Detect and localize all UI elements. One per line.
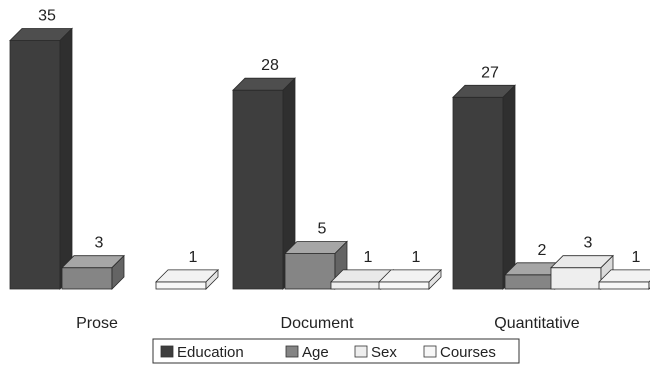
bar-education-quantitative: [452, 84, 516, 290]
legend-frame: [152, 338, 520, 364]
legend-label-sex: Sex: [371, 344, 397, 361]
category-label-prose: Prose: [76, 315, 118, 332]
value-label-courses-prose: 1: [189, 249, 198, 266]
legend-swatch-education: [160, 345, 174, 358]
legend-swatch-sex: [354, 345, 368, 358]
value-label-education-document: 28: [261, 57, 279, 74]
value-labels-layer: 35 3 1 28 5 1 1 27 2 3 1: [38, 8, 640, 266]
legend-swatch-courses: [423, 345, 437, 358]
value-label-age-document: 5: [318, 221, 327, 238]
bar-courses-prose: [155, 268, 219, 290]
bar-age-prose: [61, 254, 125, 290]
value-label-courses-document: 1: [412, 249, 421, 266]
bar-courses-quantitative: [598, 269, 650, 290]
value-label-courses-quantitative: 1: [632, 249, 641, 266]
bar-education-prose: [9, 27, 73, 290]
category-label-quantitative: Quantitative: [494, 315, 579, 332]
legend-label-courses: Courses: [440, 344, 496, 361]
legend-label-education: Education: [177, 344, 244, 361]
legend: Education Age Sex Courses: [152, 338, 520, 364]
legend-label-age: Age: [302, 344, 329, 361]
category-labels-layer: Prose Document Quantitative: [76, 315, 580, 332]
category-label-document: Document: [281, 315, 354, 332]
value-label-education-quantitative: 27: [481, 64, 499, 81]
bar-courses-document: [378, 268, 442, 290]
value-label-sex-document: 1: [364, 249, 373, 266]
value-label-age-prose: 3: [95, 235, 104, 252]
value-label-age-quantitative: 2: [538, 242, 547, 259]
bar-education-document: [232, 77, 296, 290]
value-label-sex-quantitative: 3: [584, 235, 593, 252]
legend-swatch-age: [285, 345, 299, 358]
value-label-education-prose: 35: [38, 8, 56, 25]
bars-layer: [9, 27, 650, 290]
